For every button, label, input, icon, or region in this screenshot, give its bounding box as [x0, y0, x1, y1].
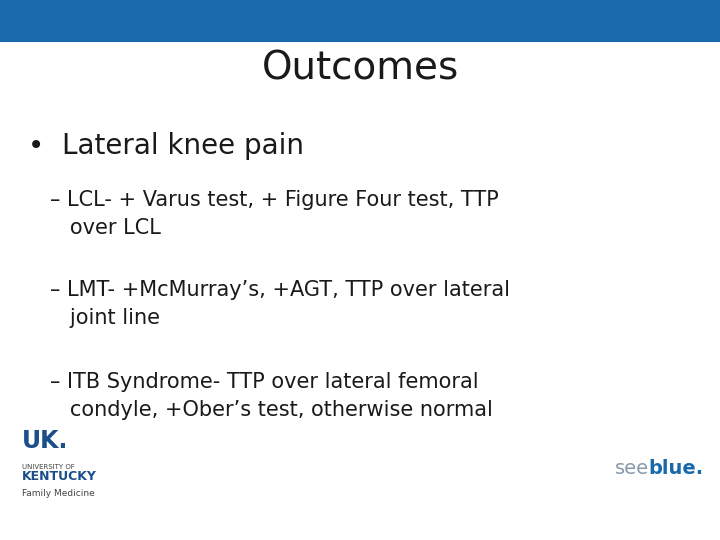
Bar: [0, 0, 720, 42]
Text: KENTUCKY: KENTUCKY: [22, 470, 97, 483]
Text: – LCL- + Varus test, + Figure Four test, TTP
   over LCL: – LCL- + Varus test, + Figure Four test,…: [50, 190, 499, 238]
Text: •  Lateral knee pain: • Lateral knee pain: [28, 132, 304, 160]
Text: – ITB Syndrome- TTP over lateral femoral
   condyle, +Ober’s test, otherwise nor: – ITB Syndrome- TTP over lateral femoral…: [50, 372, 493, 420]
Text: Family Medicine: Family Medicine: [22, 489, 95, 498]
Text: Outcomes: Outcomes: [261, 50, 459, 88]
Text: UNIVERSITY OF: UNIVERSITY OF: [22, 464, 75, 470]
Text: see: see: [615, 459, 649, 478]
Text: – LMT- +McMurray’s, +AGT, TTP over lateral
   joint line: – LMT- +McMurray’s, +AGT, TTP over later…: [50, 280, 510, 328]
Text: blue.: blue.: [648, 459, 703, 478]
Text: UK.: UK.: [22, 429, 68, 453]
